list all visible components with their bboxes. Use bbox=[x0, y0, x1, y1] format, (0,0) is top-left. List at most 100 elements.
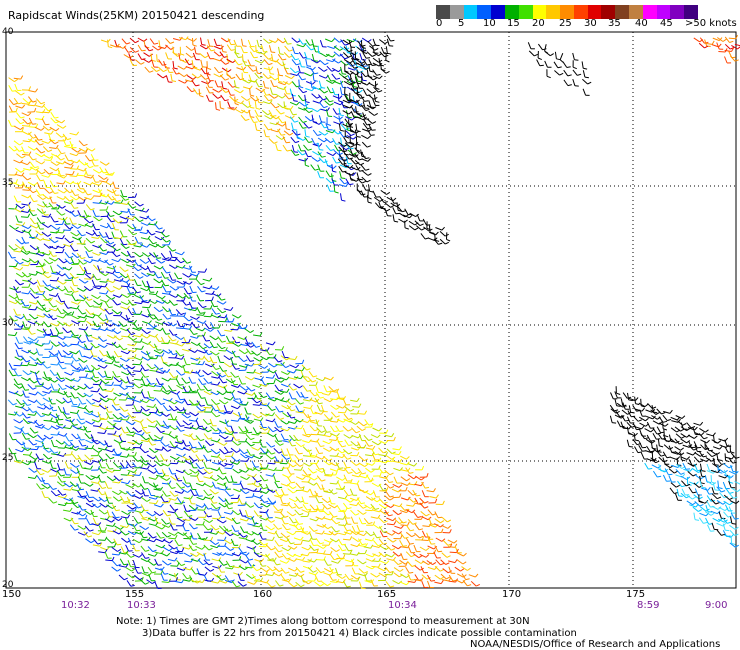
wind-barb bbox=[246, 546, 254, 550]
wind-barb bbox=[378, 439, 386, 444]
wind-barb bbox=[384, 495, 391, 501]
wind-barb-flag bbox=[133, 319, 138, 324]
wind-barb-flag bbox=[180, 312, 185, 316]
wind-barb bbox=[357, 467, 363, 475]
colorbar-segment bbox=[656, 5, 671, 19]
wind-barb bbox=[344, 559, 352, 563]
wind-barb bbox=[29, 161, 35, 169]
wind-barb bbox=[97, 371, 104, 378]
wind-barb-flag bbox=[391, 433, 395, 437]
wind-barb-flag bbox=[183, 312, 187, 317]
wind-barb bbox=[371, 453, 376, 461]
wind-barb-flag bbox=[235, 368, 240, 370]
wind-barb bbox=[34, 134, 39, 141]
wind-barb-flag bbox=[118, 286, 123, 290]
wind-barb bbox=[141, 391, 145, 399]
wind-barb bbox=[147, 517, 155, 522]
wind-barb bbox=[162, 432, 170, 436]
wind-barb-flag bbox=[32, 214, 37, 217]
wind-barb bbox=[279, 462, 287, 465]
wind-barb bbox=[294, 454, 300, 461]
wind-barb bbox=[161, 425, 168, 429]
wind-barb-flag bbox=[147, 341, 152, 345]
wind-barb-flag bbox=[20, 315, 25, 320]
wind-barb bbox=[35, 400, 42, 406]
wind-barb-flag bbox=[80, 439, 85, 441]
wind-barb-flag bbox=[145, 408, 150, 412]
wind-barb-flag bbox=[332, 572, 338, 574]
wind-barb bbox=[56, 315, 64, 319]
wind-barb bbox=[90, 364, 97, 371]
wind-barb bbox=[188, 544, 194, 551]
wind-barb bbox=[99, 502, 106, 508]
wind-barb bbox=[197, 441, 203, 449]
wind-barb-flag bbox=[409, 542, 414, 545]
wind-barb bbox=[265, 553, 271, 561]
wind-barb bbox=[302, 427, 307, 435]
wind-barb bbox=[413, 511, 419, 518]
wind-barb-flag bbox=[363, 571, 368, 574]
wind-barb-flag bbox=[272, 418, 276, 423]
wind-barb bbox=[57, 463, 61, 470]
wind-barb bbox=[21, 236, 26, 244]
wind-barb-flag bbox=[278, 550, 283, 553]
wind-barb bbox=[146, 405, 154, 408]
wind-barb-flag bbox=[27, 274, 32, 278]
wind-barb-flag bbox=[356, 410, 360, 415]
wind-barb bbox=[36, 378, 41, 385]
wind-barb-flag bbox=[224, 486, 228, 491]
wind-barb-flag bbox=[287, 371, 291, 375]
wind-barb bbox=[309, 532, 313, 540]
wind-barb bbox=[120, 350, 128, 355]
wind-barb bbox=[188, 376, 193, 384]
wind-barb bbox=[174, 406, 181, 412]
wind-barb-flag bbox=[157, 257, 162, 259]
wind-barb-flag bbox=[97, 487, 101, 492]
wind-barb bbox=[182, 518, 190, 521]
wind-barb bbox=[373, 539, 379, 547]
wind-barb bbox=[343, 511, 347, 519]
wind-barb bbox=[350, 482, 358, 485]
wind-barb-flag bbox=[27, 225, 32, 229]
wind-barb-flag bbox=[370, 469, 375, 473]
wind-barb-flag bbox=[348, 549, 353, 552]
wind-barb bbox=[41, 223, 49, 228]
wind-barb-flag bbox=[146, 208, 150, 213]
wind-barb bbox=[195, 482, 203, 487]
wind-barb bbox=[153, 252, 158, 259]
wind-barb bbox=[218, 525, 225, 532]
wind-barb bbox=[7, 399, 14, 406]
wind-barb-flag bbox=[188, 388, 192, 393]
wind-barb bbox=[188, 497, 192, 504]
wind-barb-flag bbox=[256, 480, 261, 483]
wind-barb-flag bbox=[322, 377, 326, 382]
wind-barb-flag bbox=[312, 570, 317, 573]
wind-barb-flag bbox=[57, 388, 61, 393]
wind-barb bbox=[294, 447, 300, 455]
wind-barb bbox=[281, 546, 289, 552]
wind-barb bbox=[62, 309, 69, 315]
wind-barb bbox=[112, 490, 119, 496]
wind-barb bbox=[251, 433, 259, 436]
wind-barb bbox=[197, 559, 204, 566]
wind-barb-flag bbox=[202, 311, 206, 316]
wind-barb-flag bbox=[131, 484, 136, 488]
wind-barb bbox=[106, 216, 112, 223]
wind-barb bbox=[435, 537, 443, 542]
wind-barb bbox=[378, 498, 385, 504]
wind-barb bbox=[240, 476, 247, 481]
wind-barb-flag bbox=[180, 486, 185, 489]
wind-barb bbox=[14, 315, 22, 320]
wind-barb bbox=[202, 370, 209, 376]
wind-barb bbox=[70, 330, 76, 337]
wind-barb bbox=[100, 237, 106, 244]
wind-barb-flag bbox=[27, 112, 32, 117]
wind-barb bbox=[92, 252, 99, 256]
wind-barb-flag bbox=[97, 234, 101, 239]
wind-barb bbox=[329, 538, 337, 543]
wind-barb-flag bbox=[304, 396, 309, 399]
wind-barb-flag bbox=[40, 222, 46, 224]
wind-barb bbox=[435, 559, 441, 566]
wind-barb-flag bbox=[63, 260, 68, 264]
wind-barb bbox=[324, 376, 331, 381]
